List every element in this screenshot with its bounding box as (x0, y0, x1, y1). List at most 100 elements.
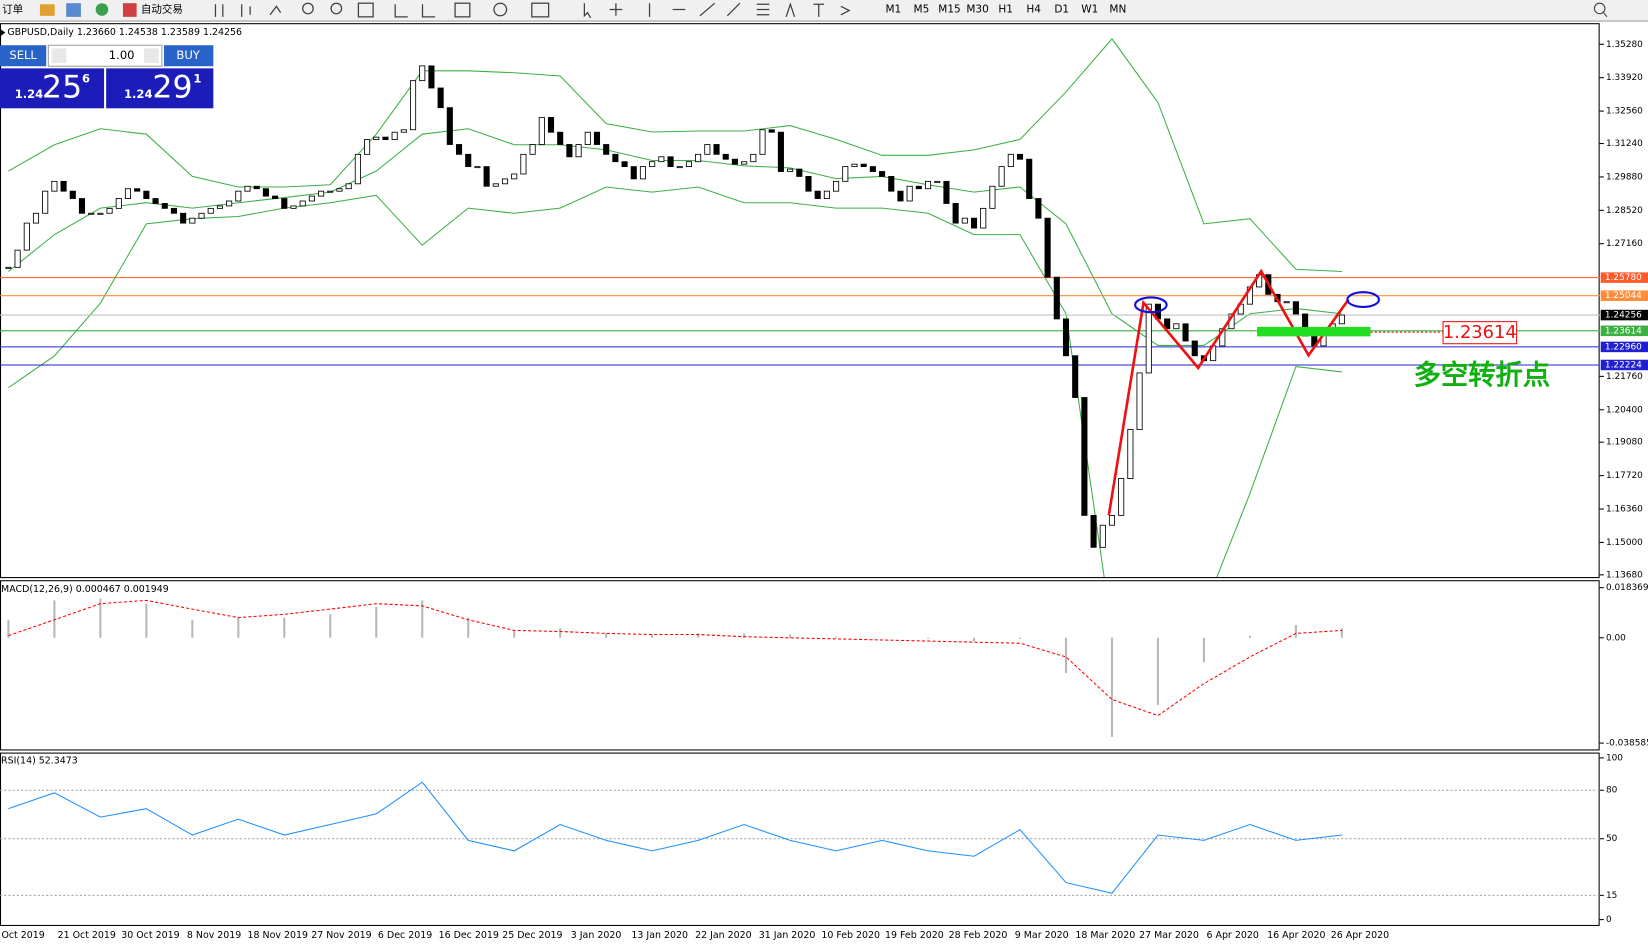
candle (492, 183, 499, 187)
candle (290, 205, 297, 209)
timeframe-button[interactable]: M30 (966, 4, 988, 16)
candle (262, 188, 269, 197)
indicator-line (8, 781, 1342, 894)
candle (1127, 429, 1134, 479)
timeframe-button[interactable]: W1 (1081, 4, 1098, 16)
timeframe-button[interactable]: MN (1109, 4, 1126, 16)
candle (474, 166, 481, 169)
autotrading-icon[interactable] (122, 3, 137, 17)
search-icon[interactable] (1593, 2, 1606, 15)
candle (1062, 318, 1070, 357)
trade-panel: SELL 1.00 BUY 1.24 25 6 1.24 29 1 (0, 44, 214, 109)
sell-label: SELL (9, 48, 37, 62)
candle (1191, 340, 1198, 357)
candle (713, 144, 720, 155)
candle (428, 65, 435, 89)
x-tick-label: 21 Oct 2019 (58, 930, 116, 941)
timeframe-button[interactable]: D1 (1054, 4, 1069, 16)
price-level-label: 1.22224 (1605, 360, 1642, 370)
periods-icon[interactable] (493, 2, 508, 17)
x-tick-label: 6 Dec 2019 (378, 930, 432, 941)
price-level-label: 1.24256 (1605, 311, 1642, 321)
price-annotation: 1.23614 (1443, 322, 1517, 343)
templates-icon[interactable] (531, 2, 550, 18)
bid-box[interactable] (0, 68, 105, 109)
candle (833, 180, 840, 192)
candle (796, 168, 803, 177)
tile-icon[interactable] (357, 2, 374, 18)
candle (97, 212, 104, 215)
candle (1090, 514, 1097, 548)
x-tick-label: 28 Feb 2020 (949, 930, 1008, 941)
candle (787, 168, 794, 172)
candle (465, 153, 472, 168)
timeframe-button[interactable]: M1 (885, 4, 901, 16)
symbol-icon (1, 29, 6, 36)
timeframe-button[interactable]: H1 (998, 4, 1013, 16)
x-tick-label: 31 Jan 2020 (759, 930, 816, 941)
candle (658, 156, 665, 163)
rsi-plot (0, 781, 1600, 896)
candle (805, 176, 812, 192)
y-tick-label: 50 (1606, 834, 1618, 844)
panel-frames (0, 23, 1600, 926)
candle (575, 144, 582, 158)
x-tick-label: 27 Nov 2019 (311, 930, 371, 941)
candle (621, 161, 628, 168)
y-tick-label: 1.17720 (1606, 471, 1643, 481)
price-level-box (1600, 341, 1648, 353)
lot-increase[interactable] (143, 48, 159, 64)
y-tick-label: 1.15000 (1606, 538, 1643, 548)
candle (198, 212, 205, 219)
candle (750, 153, 757, 163)
indicators-icon[interactable] (454, 2, 471, 18)
x-tick-label: 10 Feb 2020 (821, 930, 880, 941)
new-order-button[interactable]: 订单 (2, 4, 23, 16)
lot-value: 1.00 (109, 48, 135, 62)
buy-label: BUY (176, 48, 200, 62)
candle (529, 144, 536, 155)
toolbar-icon[interactable] (66, 3, 81, 17)
candle (759, 129, 766, 155)
indicator-line (8, 599, 1342, 717)
candle (842, 166, 849, 182)
x-tick-label: 13 Jan 2020 (631, 930, 688, 941)
y-tick-label: 1.32560 (1606, 107, 1643, 117)
timeframe-button[interactable]: H4 (1026, 4, 1041, 16)
lot-input[interactable] (47, 44, 163, 67)
candle (281, 198, 288, 209)
toolbar-icon[interactable] (95, 3, 109, 16)
candle (382, 136, 389, 141)
candle (704, 144, 711, 155)
candle (961, 217, 968, 224)
lot-decrease[interactable] (51, 48, 67, 64)
scroll-icons[interactable] (394, 4, 436, 18)
zigzag-annotation (1107, 268, 1350, 516)
search-icon-handle (1602, 11, 1608, 18)
x-tick-label: Oct 2019 (1, 930, 44, 941)
candle (124, 188, 132, 199)
candle (446, 107, 453, 145)
indicator-line (8, 186, 1342, 578)
zoom-out-icon[interactable] (330, 2, 343, 15)
sell-button[interactable] (0, 45, 47, 67)
y-tick-label: 1.28520 (1606, 206, 1643, 216)
toolbar-icon[interactable] (39, 4, 55, 16)
candle (23, 222, 30, 251)
zoom-in-icon[interactable] (302, 2, 314, 15)
timeframe-button[interactable]: M5 (914, 4, 930, 16)
x-tick-label: 3 Jan 2020 (571, 930, 622, 941)
timeframe-button[interactable]: M15 (938, 4, 960, 16)
buy-button[interactable] (163, 45, 214, 67)
autotrading-button[interactable]: 自动交易 (141, 3, 183, 16)
y-tick-label: 1.35280 (1606, 40, 1643, 50)
text-tools[interactable] (785, 2, 851, 18)
candle (566, 144, 573, 158)
candle (667, 156, 674, 168)
chart-type-icons[interactable] (214, 4, 282, 17)
ask-box[interactable] (106, 68, 214, 109)
drawing-tools[interactable] (583, 2, 770, 19)
candle (649, 161, 656, 168)
annotations: 1.23614 多空转折点 (1107, 268, 1550, 516)
candle (1118, 478, 1125, 516)
